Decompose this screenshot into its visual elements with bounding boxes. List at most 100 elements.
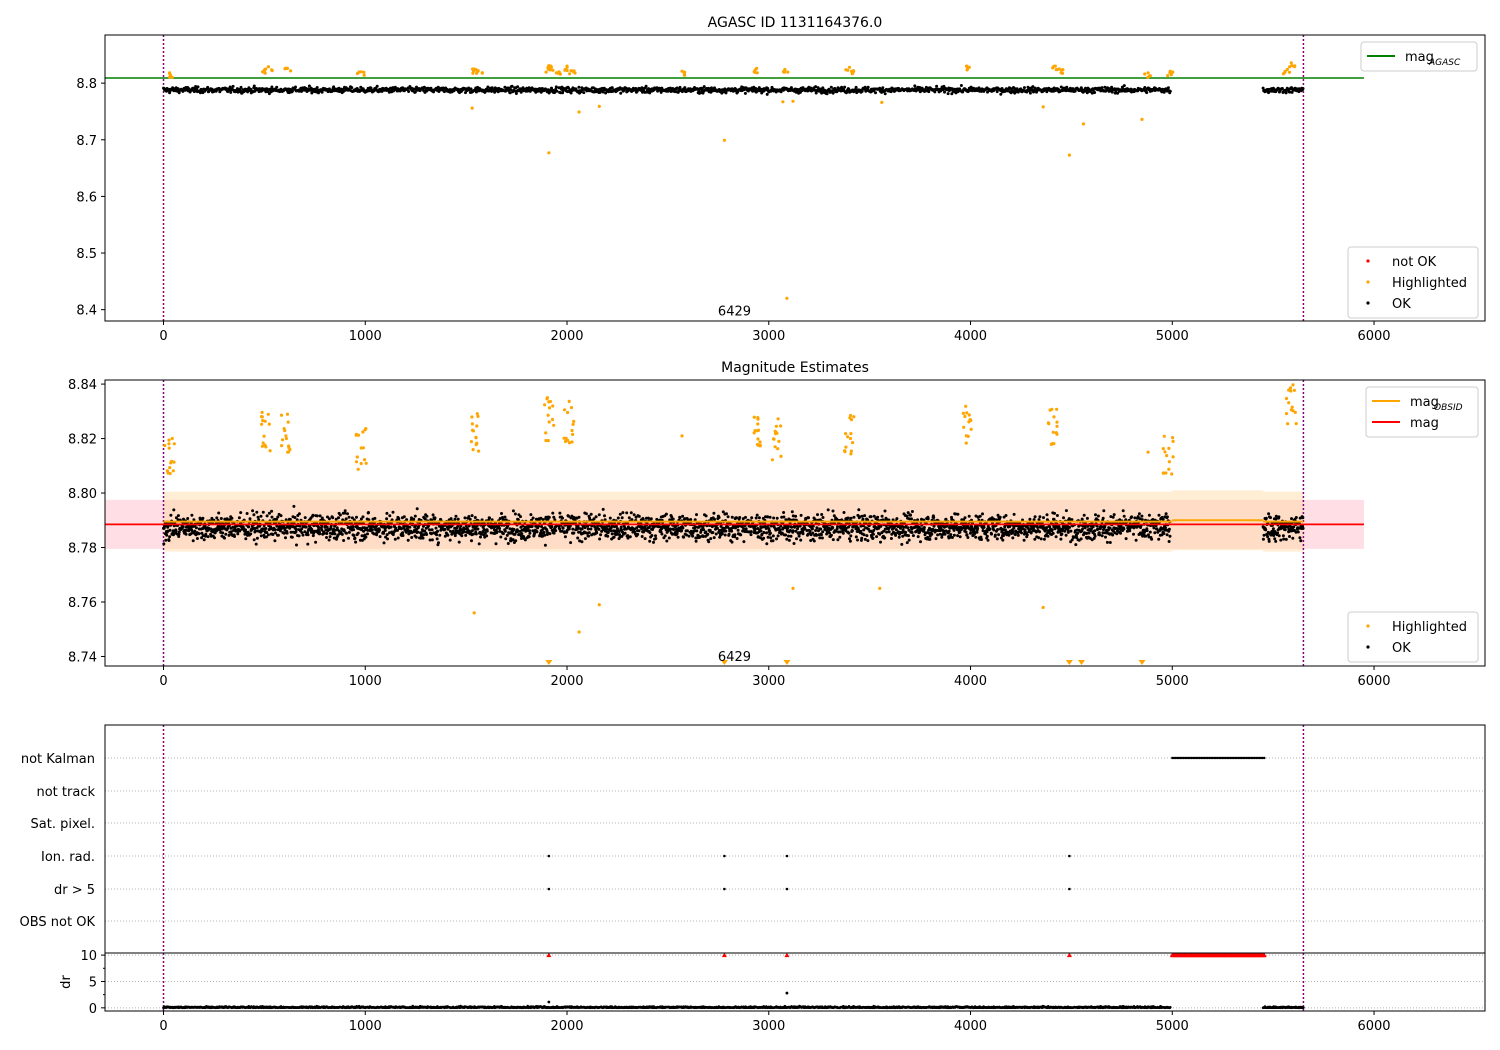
highlighted-point (544, 70, 548, 74)
ok-point (1007, 533, 1011, 537)
ok-point (1025, 533, 1029, 537)
legend-dot-swatch (1366, 280, 1370, 284)
ok-point (413, 514, 417, 518)
ok-point (1028, 91, 1032, 95)
ok-point (373, 516, 377, 520)
ok-point (992, 517, 996, 521)
ok-point (819, 527, 823, 531)
ok-point (464, 533, 468, 537)
ok-point (982, 525, 986, 529)
ok-point (671, 517, 675, 521)
ok-point (172, 508, 176, 512)
ok-point (378, 535, 382, 539)
ok-point (356, 531, 360, 535)
ok-point (1037, 536, 1041, 540)
ok-point (194, 85, 198, 88)
ok-point (543, 543, 547, 547)
ok-point (876, 515, 880, 519)
ok-point (201, 516, 205, 520)
ok-point (1157, 537, 1161, 541)
ok-point (587, 534, 591, 538)
ok-point (446, 533, 450, 537)
ok-point (254, 542, 258, 546)
ok-point (926, 517, 930, 521)
ok-point (799, 513, 803, 517)
highlighted-point (1147, 74, 1151, 78)
ok-point (640, 86, 644, 90)
ok-point (999, 92, 1003, 96)
ok-point (1119, 531, 1123, 535)
ok-point (1301, 87, 1305, 91)
ok-point (516, 85, 520, 89)
ok-point (1103, 525, 1107, 529)
highlighted-point (471, 71, 475, 75)
ok-point (514, 92, 518, 95)
ok-point (246, 90, 250, 94)
ok-point (952, 528, 956, 532)
ok-point (383, 529, 387, 532)
ok-point (169, 513, 173, 517)
ok-point (775, 516, 779, 520)
ok-point (680, 529, 684, 533)
highlighted-point (753, 68, 757, 72)
ok-point (589, 527, 593, 531)
ok-point (181, 525, 185, 529)
ok-point (794, 514, 798, 518)
ok-point (1012, 512, 1016, 516)
ok-point (863, 537, 867, 541)
ok-point (1111, 515, 1115, 519)
ok-point (704, 530, 708, 534)
ok-point (883, 536, 887, 540)
ok-point (406, 538, 410, 542)
ok-point (270, 509, 274, 513)
ok-point (649, 517, 653, 521)
ok-point (295, 543, 298, 547)
ok-point (1110, 85, 1114, 89)
ok-point (1062, 516, 1065, 520)
ok-point (623, 531, 627, 535)
ok-point (204, 532, 208, 536)
ok-point (1064, 509, 1068, 513)
ok-point (1022, 538, 1026, 542)
ok-point (597, 513, 601, 517)
highlighted-point (1060, 71, 1065, 75)
ok-point (762, 531, 766, 534)
ok-point (1033, 86, 1037, 90)
ok-point (944, 517, 948, 521)
ok-point (288, 518, 292, 521)
ok-point (239, 85, 243, 89)
ok-point (1052, 517, 1056, 521)
ok-point (468, 517, 472, 521)
legend-label-subscript: AGASC (1428, 58, 1461, 68)
ok-point (572, 531, 576, 535)
ok-point (577, 85, 581, 89)
ok-point (820, 513, 824, 516)
ok-point (337, 516, 340, 520)
ok-point (1134, 538, 1138, 542)
ok-point (279, 514, 283, 518)
ok-point (571, 527, 575, 531)
ok-point (448, 538, 452, 542)
highlighted-point (1166, 74, 1170, 78)
ok-point (894, 533, 898, 537)
ok-point (668, 86, 672, 90)
ok-point (1107, 86, 1110, 90)
ok-point (738, 516, 742, 519)
ok-point (997, 533, 1001, 537)
ok-point (463, 516, 467, 520)
highlighted-point (1041, 105, 1045, 109)
ok-point (849, 516, 853, 520)
ok-point (1020, 531, 1023, 535)
x-tick-label: 2000 (550, 329, 583, 344)
ok-point (787, 538, 791, 542)
ok-point (663, 534, 667, 538)
ok-point (874, 91, 877, 95)
ok-point (1096, 514, 1100, 518)
ok-point (683, 86, 687, 90)
ok-point (720, 532, 724, 536)
ok-point (504, 537, 508, 541)
ok-point (648, 531, 652, 535)
ok-point (509, 88, 513, 92)
ok-point (967, 514, 971, 518)
ok-point (508, 527, 512, 531)
